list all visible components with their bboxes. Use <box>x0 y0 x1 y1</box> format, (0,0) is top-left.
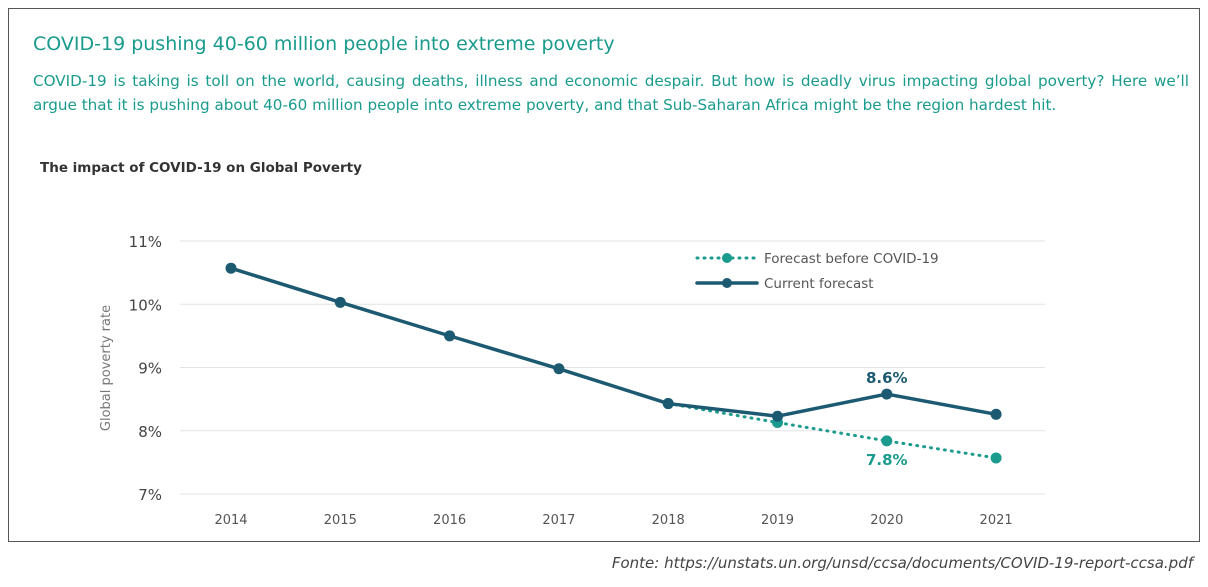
legend-swatch-marker <box>722 278 732 288</box>
x-tick-label: 2015 <box>324 513 357 528</box>
x-tick-label: 2016 <box>433 513 466 528</box>
series-line-forecast-before-covid <box>666 402 998 460</box>
data-point-current-forecast <box>662 398 674 410</box>
legend-label: Forecast before COVID-19 <box>764 251 939 267</box>
legend-swatch-marker <box>722 253 732 263</box>
y-tick-label: 10% <box>129 296 162 314</box>
y-tick-label: 7% <box>138 486 162 504</box>
data-point-current-forecast <box>553 363 565 375</box>
data-label: 7.8% <box>866 451 908 469</box>
data-point-forecast-before-covid <box>990 452 1002 464</box>
data-point-current-forecast <box>772 410 783 422</box>
x-tick-label: 2017 <box>542 513 575 528</box>
chart-title: The impact of COVID-19 on Global Poverty <box>40 160 362 176</box>
data-point-current-forecast <box>334 296 346 308</box>
y-tick-label: 9% <box>138 360 162 378</box>
legend-label: Current forecast <box>764 276 874 292</box>
y-axis-label: Global poverty rate <box>99 305 114 431</box>
x-tick-label: 2020 <box>870 513 903 528</box>
y-tick-label: 8% <box>138 423 162 441</box>
x-tick-label: 2014 <box>214 513 247 528</box>
data-point-forecast-before-covid <box>881 435 893 447</box>
x-tick-label: 2021 <box>980 513 1013 528</box>
series-line-current-forecast <box>229 266 998 418</box>
data-point-current-forecast <box>990 408 1002 420</box>
data-label: 8.6% <box>866 369 908 387</box>
y-tick-label: 11% <box>129 233 162 251</box>
article-heading: COVID-19 pushing 40-60 million people in… <box>33 33 615 55</box>
data-point-current-forecast <box>444 330 456 342</box>
x-tick-label: 2019 <box>761 513 794 528</box>
article-intro: COVID-19 is taking is toll on the world,… <box>33 72 1189 114</box>
x-tick-label: 2018 <box>652 513 685 528</box>
source-citation: Fonte: https://unstats.un.org/unsd/ccsa/… <box>611 554 1193 572</box>
content-frame <box>8 8 1200 542</box>
data-point-current-forecast <box>881 388 893 400</box>
data-point-current-forecast <box>225 262 237 274</box>
bottom-divider <box>8 541 1200 542</box>
